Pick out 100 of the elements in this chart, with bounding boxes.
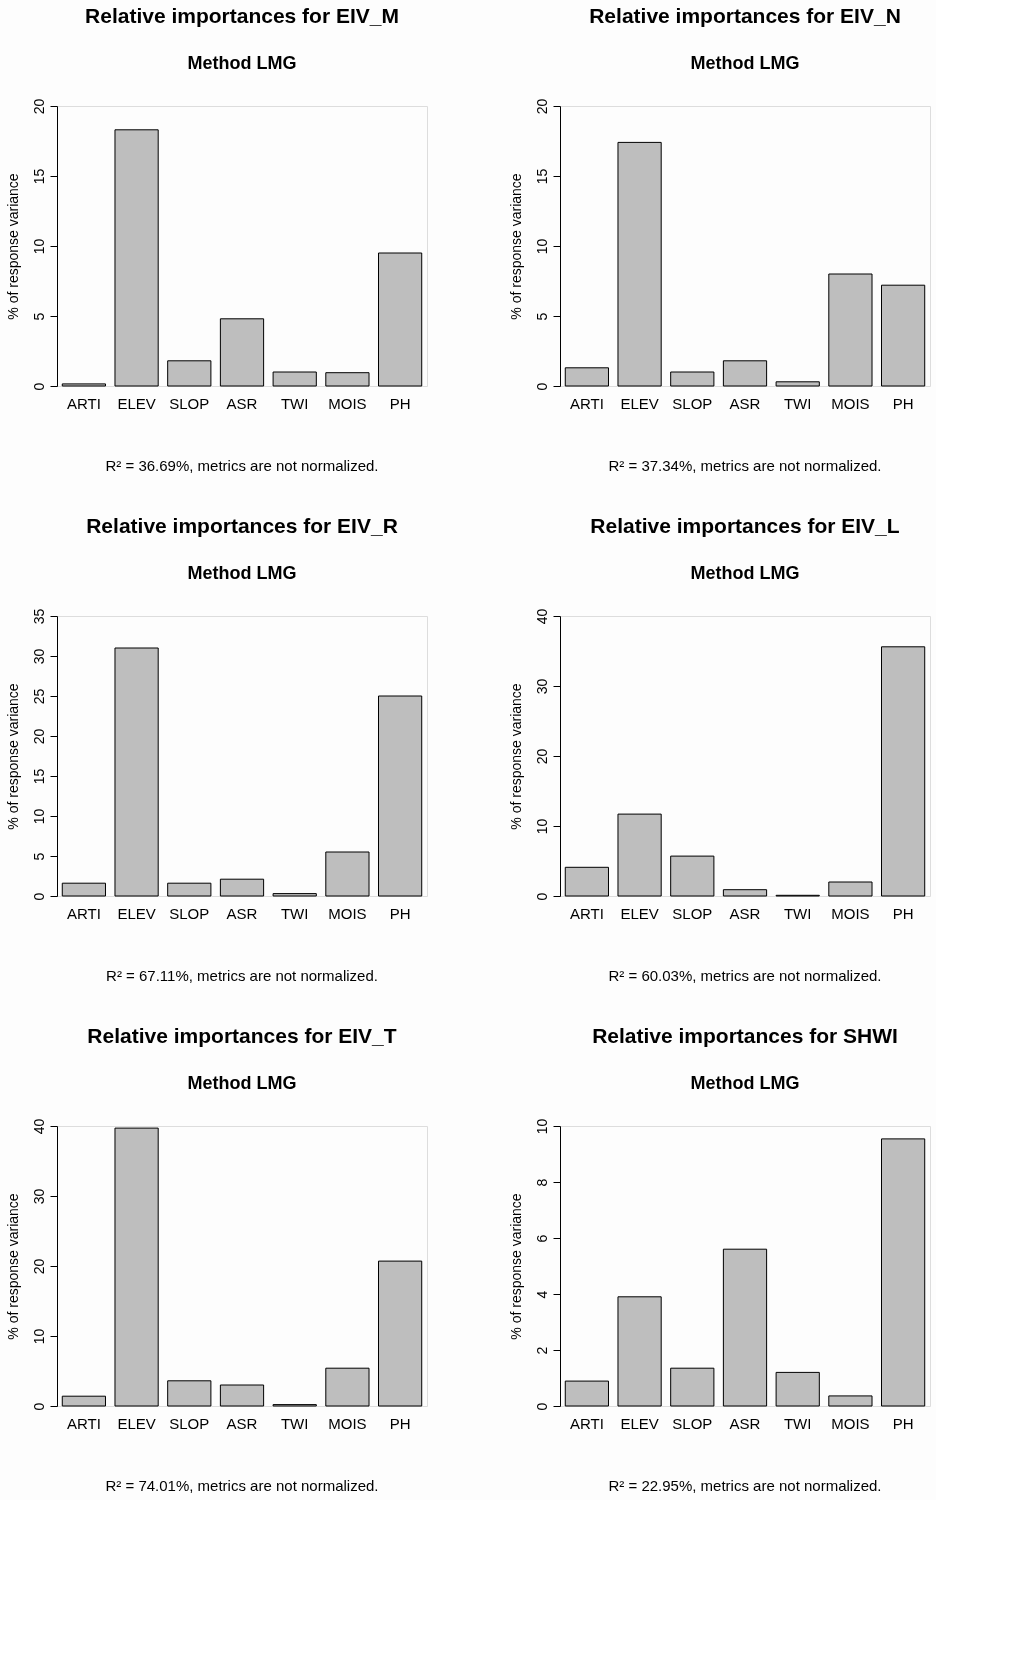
text: R² = 37.34%, metrics are not normalized. (608, 457, 882, 474)
bar (325, 851, 370, 897)
x-tick-label: PH (389, 394, 411, 412)
bar (670, 1367, 715, 1407)
bar (167, 1380, 212, 1407)
y-tick-label: 25 (30, 688, 47, 705)
x-tick-label: MOIS (831, 1414, 870, 1432)
bar (722, 1248, 768, 1407)
bar (219, 878, 265, 897)
bar (325, 372, 370, 387)
text: R² = 74.01%, metrics are not normalized. (105, 1477, 379, 1494)
x-tick-label: ARTI (66, 394, 101, 412)
y-tick-label: 10 (533, 1118, 550, 1135)
y-tick-label: 10 (533, 818, 550, 835)
chart-title: Relative importances for EIV_M (85, 4, 399, 28)
x-tick-label: SLOP (169, 904, 210, 922)
y-axis-title: % of response variance (4, 173, 21, 320)
y-tick-label: 10 (30, 808, 47, 825)
y-tick-label: 8 (533, 1178, 550, 1187)
x-tick-label: TWI (783, 904, 812, 922)
text: R² = 60.03%, metrics are not normalized. (608, 967, 882, 984)
bar (881, 1138, 926, 1407)
x-tick-label: ELEV (117, 394, 156, 412)
x-tick-label: ASR (729, 904, 761, 922)
x-tick-label: ASR (729, 1414, 761, 1432)
bar (272, 893, 317, 897)
bar (828, 273, 873, 387)
y-tick-label: 4 (533, 1290, 550, 1299)
x-tick-label: SLOP (169, 1414, 210, 1432)
bar (617, 813, 662, 897)
chart-subtitle: Method LMG (690, 563, 800, 584)
x-tick-label: MOIS (831, 904, 870, 922)
x-tick-label: ARTI (569, 1414, 604, 1432)
y-tick-label: 0 (533, 1402, 550, 1411)
x-tick-label: ARTI (569, 394, 604, 412)
bar (114, 129, 159, 387)
text: R² = 36.69%, metrics are not normalized. (105, 457, 379, 474)
bar (167, 360, 212, 387)
x-tick-label: MOIS (831, 394, 870, 412)
bar (378, 695, 423, 897)
bar (775, 1371, 820, 1407)
bar (564, 1380, 609, 1407)
text: R² = 67.11%, metrics are not normalized. (106, 967, 378, 984)
x-tick-label: ELEV (620, 1414, 659, 1432)
x-tick-label: ASR (226, 1414, 258, 1432)
bar (325, 1367, 370, 1407)
y-tick-label: 20 (533, 98, 550, 115)
bar (272, 371, 317, 387)
y-tick-label: 10 (533, 238, 550, 255)
x-tick-label: TWI (280, 394, 309, 412)
bar (61, 882, 106, 897)
x-tick-label: PH (892, 394, 914, 412)
y-tick-label: 20 (30, 98, 47, 115)
bar (378, 1260, 423, 1407)
y-tick-label: 6 (533, 1234, 550, 1243)
bar (722, 360, 768, 387)
y-tick-label: 0 (533, 382, 550, 391)
bar (881, 284, 926, 387)
bar (564, 367, 609, 387)
x-tick-label: ASR (226, 904, 258, 922)
y-tick-label: 40 (30, 1118, 47, 1135)
bar (828, 1395, 873, 1407)
chart-title: Relative importances for EIV_N (589, 4, 901, 28)
y-tick-label: 5 (30, 852, 47, 861)
bar (670, 855, 715, 897)
bar (617, 1296, 662, 1407)
x-tick-label: SLOP (169, 394, 210, 412)
x-tick-label: TWI (783, 1414, 812, 1432)
x-tick-label: ASR (729, 394, 761, 412)
text: R² = 22.95%, metrics are not normalized. (608, 1477, 882, 1494)
y-axis-title: % of response variance (507, 173, 524, 320)
y-tick-label: 15 (30, 768, 47, 785)
x-tick-label: SLOP (672, 394, 713, 412)
y-tick-label: 10 (30, 238, 47, 255)
chart-subtitle: Method LMG (690, 53, 800, 74)
bar (564, 866, 609, 897)
bar (114, 1127, 159, 1407)
x-tick-label: ASR (226, 394, 258, 412)
bar (881, 646, 926, 897)
y-tick-label: 2 (533, 1346, 550, 1355)
y-axis-title: % of response variance (507, 683, 524, 830)
x-tick-label: PH (389, 904, 411, 922)
y-tick-label: 0 (533, 892, 550, 901)
chart-title: Relative importances for EIV_T (87, 1024, 397, 1048)
bar (167, 882, 212, 897)
chart-title: Relative importances for EIV_R (86, 514, 398, 538)
chart-title: Relative importances for SHWI (592, 1024, 898, 1048)
bar (219, 1384, 265, 1407)
y-tick-label: 5 (30, 312, 47, 321)
y-axis-title: % of response variance (4, 1193, 21, 1340)
bar (378, 252, 423, 387)
y-tick-label: 0 (30, 382, 47, 391)
y-tick-label: 0 (30, 1402, 47, 1411)
y-tick-label: 20 (30, 1258, 47, 1275)
x-tick-label: TWI (783, 394, 812, 412)
x-tick-label: SLOP (672, 1414, 713, 1432)
bar (61, 1395, 106, 1407)
bar (670, 371, 715, 387)
y-tick-label: 30 (30, 648, 47, 665)
chart-subtitle: Method LMG (690, 1073, 800, 1094)
